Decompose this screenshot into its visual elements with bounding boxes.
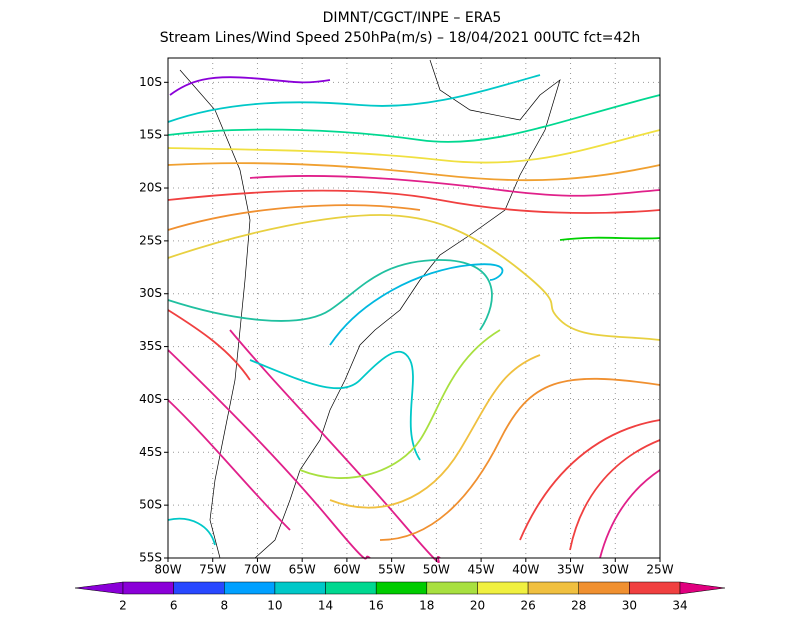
chart-subtitle: Stream Lines/Wind Speed 250hPa(m/s) – 18… — [160, 30, 640, 46]
x-tick-label: 40W — [512, 563, 539, 577]
streamline — [167, 214, 661, 341]
y-tick-label: 50S — [139, 498, 162, 512]
colorbar-label: 20 — [470, 599, 485, 613]
streamline — [519, 419, 661, 541]
colorbar-box — [578, 581, 630, 595]
streamline — [167, 259, 493, 331]
y-tick-label: 55S — [139, 551, 162, 565]
colorbar-box — [173, 581, 225, 595]
colorbar-label: 26 — [520, 599, 535, 613]
colorbar-label: 8 — [220, 599, 228, 613]
colorbar-box — [122, 581, 174, 595]
y-tick-label: 35S — [139, 339, 162, 353]
streamline — [167, 94, 661, 143]
colorbar-box — [527, 581, 579, 595]
y-tick-label: 25S — [139, 233, 162, 247]
map-frame — [167, 57, 661, 559]
colorbar-label: 30 — [622, 599, 637, 613]
x-tick-label: 55W — [378, 563, 405, 577]
streamline — [229, 329, 441, 564]
colorbar-label: 18 — [419, 599, 434, 613]
streamline — [167, 517, 216, 546]
streamline — [167, 349, 371, 560]
streamline — [249, 175, 661, 197]
colorbar-box — [224, 581, 276, 595]
streamline — [379, 377, 661, 541]
colorbar-label: 2 — [119, 599, 127, 613]
streamline — [329, 354, 541, 509]
streamline — [167, 189, 661, 214]
x-tick-label: 35W — [557, 563, 584, 577]
streamlines — [167, 59, 661, 564]
x-tick-label: 75W — [199, 563, 226, 577]
colorbar-label: 14 — [318, 599, 333, 613]
colorbar-label: 6 — [170, 599, 178, 613]
streamline — [569, 439, 661, 551]
streamline — [169, 76, 331, 96]
colorbar-box — [629, 581, 681, 595]
colorbar-box — [274, 581, 326, 595]
colorbar-box — [426, 581, 478, 595]
colorbar-label: 28 — [571, 599, 586, 613]
x-tick-label: 50W — [423, 563, 450, 577]
chart-title: DIMNT/CGCT/INPE – ERA5 — [323, 10, 502, 26]
y-tick-label: 15S — [139, 128, 162, 142]
streamline — [167, 129, 661, 164]
x-tick-label: 30W — [602, 563, 629, 577]
x-tick-label: 80W — [154, 563, 181, 577]
colorbar-label: 34 — [672, 599, 687, 613]
colorbar-label: 16 — [369, 599, 384, 613]
x-tick-label: 45W — [468, 563, 495, 577]
streamline — [167, 74, 541, 123]
x-tick-label: 65W — [289, 563, 316, 577]
streamline — [559, 236, 661, 241]
streamline — [167, 399, 291, 531]
colorbar-end — [679, 581, 726, 595]
colorbar-box — [375, 581, 428, 595]
x-tick-label: 25W — [646, 563, 673, 577]
grid — [167, 58, 661, 559]
streamline — [167, 162, 661, 182]
y-tick-label: 20S — [139, 181, 162, 195]
y-tick-label: 30S — [139, 286, 162, 300]
x-tick-label: 60W — [333, 563, 360, 577]
y-tick-label: 40S — [139, 392, 162, 406]
streamline — [329, 263, 504, 346]
streamline — [299, 329, 501, 479]
streamline — [167, 204, 421, 231]
streamline — [249, 350, 421, 461]
coastline — [179, 69, 251, 559]
colorbar-label: 10 — [267, 599, 282, 613]
colorbar-box — [477, 581, 529, 595]
colorbar: 2 6 8 10 14 16 18 20 26 28 30 34 — [74, 581, 726, 613]
colorbar-end — [74, 581, 124, 595]
streamline — [599, 469, 661, 559]
x-tick-label: 70W — [244, 563, 271, 577]
streamline — [167, 309, 251, 381]
y-tick-label: 10S — [139, 75, 162, 89]
y-tick-label: 45S — [139, 445, 162, 459]
coastline — [254, 59, 561, 559]
colorbar-box — [325, 581, 377, 595]
